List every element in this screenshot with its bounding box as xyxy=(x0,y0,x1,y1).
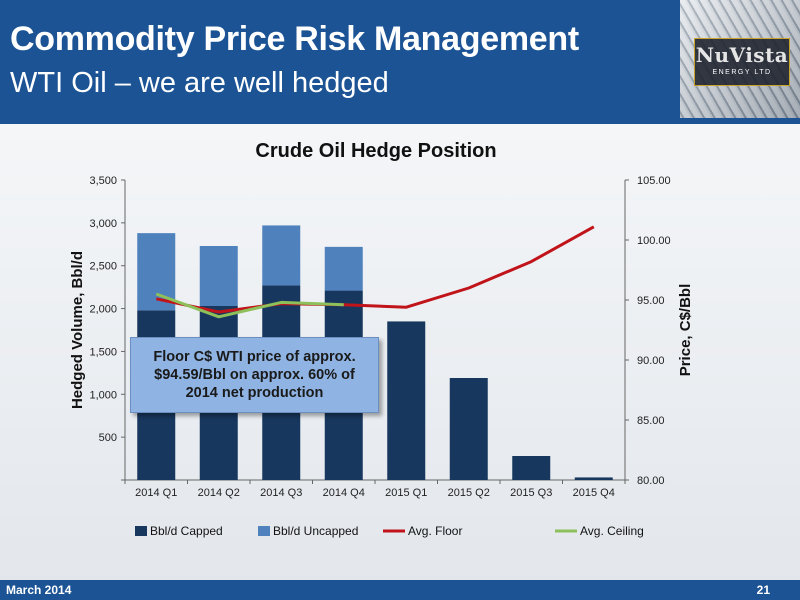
slide-subtitle: WTI Oil – we are well hedged xyxy=(10,67,389,99)
y-tick-label: 500 xyxy=(99,432,117,444)
bar-capped xyxy=(387,321,426,480)
x-tick-label: 2015 Q1 xyxy=(385,487,427,499)
company-logo: NuVista ENERGY LTD xyxy=(680,0,800,118)
legend-label: Bbl/d Uncapped xyxy=(273,524,358,538)
page-number: 21 xyxy=(756,583,770,597)
y-axis-title: Hedged Volume, Bbl/d xyxy=(69,251,86,409)
bar-capped xyxy=(512,456,551,480)
x-tick-label: 2014 Q1 xyxy=(135,487,177,499)
avg-ceiling-line xyxy=(155,292,344,319)
bar-capped xyxy=(449,378,488,480)
bar-capped xyxy=(574,477,613,480)
x-tick-label: 2015 Q3 xyxy=(510,487,552,499)
slide-title: Commodity Price Risk Management xyxy=(10,20,579,58)
logo-box: NuVista ENERGY LTD xyxy=(694,38,790,86)
legend-label: Avg. Ceiling xyxy=(580,524,644,538)
y-tick-label: 1,500 xyxy=(89,346,117,358)
y2-tick-label: 105.00 xyxy=(637,175,671,187)
y-tick-label: 3,000 xyxy=(89,218,117,230)
bar-uncapped xyxy=(199,246,238,306)
x-tick-label: 2015 Q4 xyxy=(573,487,615,499)
floor-price-callout: Floor C$ WTI price of approx. $94.59/Bbl… xyxy=(130,337,379,413)
y-tick-label: 2,000 xyxy=(89,304,117,316)
bar-uncapped xyxy=(324,246,363,291)
legend-label: Bbl/d Capped xyxy=(150,524,223,538)
footer-date: March 2014 xyxy=(6,583,72,597)
x-tick-label: 2014 Q4 xyxy=(323,487,365,499)
y2-tick-label: 80.00 xyxy=(637,475,665,487)
slide-header: Commodity Price Risk Management WTI Oil … xyxy=(0,0,680,118)
x-tick-label: 2014 Q3 xyxy=(260,487,302,499)
legend-label: Avg. Floor xyxy=(408,524,462,538)
bar-uncapped xyxy=(262,225,301,286)
y-tick-label: 2,500 xyxy=(89,261,117,273)
logo-name: NuVista xyxy=(695,43,789,67)
hedge-position-chart: Crude Oil Hedge Position 500 1,000 1,500 2,0… xyxy=(69,140,694,538)
x-tick-label: 2014 Q2 xyxy=(198,487,240,499)
y2-tick-label: 90.00 xyxy=(637,355,665,367)
logo-tagline: ENERGY LTD xyxy=(712,69,772,76)
y-tick-label: 3,500 xyxy=(89,175,117,187)
y2-tick-label: 100.00 xyxy=(637,235,671,247)
slide-footer: March 2014 21 xyxy=(0,580,800,600)
chart-title: Crude Oil Hedge Position xyxy=(255,140,496,162)
y-tick-label: 1,000 xyxy=(89,389,117,401)
x-tick-label: 2015 Q2 xyxy=(448,487,490,499)
legend-swatch xyxy=(258,526,270,536)
avg-floor-line xyxy=(155,225,595,314)
y2-axis-title: Price, C$/Bbl xyxy=(677,284,694,377)
y2-tick-label: 95.00 xyxy=(637,295,665,307)
header-divider xyxy=(0,118,800,124)
legend-swatch xyxy=(135,526,147,536)
y2-tick-label: 85.00 xyxy=(637,415,665,427)
callout-text: Floor C$ WTI price of approx. $94.59/Bbl… xyxy=(153,349,356,401)
